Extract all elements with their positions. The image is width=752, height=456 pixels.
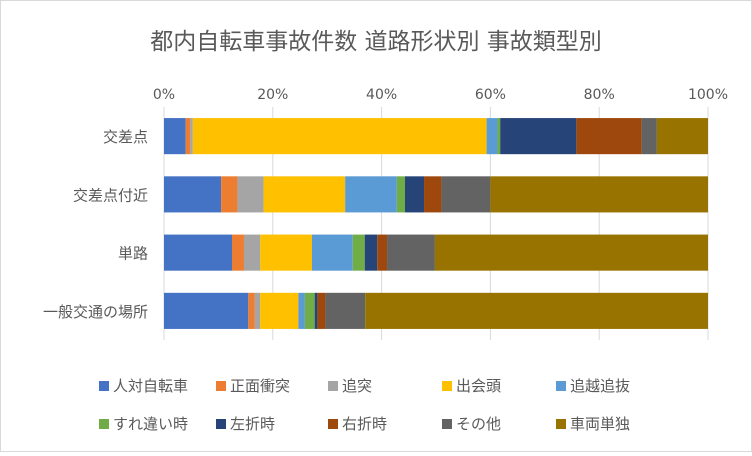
x-tick-label: 80% (584, 87, 615, 103)
legend-swatch (442, 381, 452, 391)
category-label: 交差点 (103, 128, 148, 146)
legend-swatch (216, 381, 226, 391)
legend-swatch (328, 419, 338, 429)
category-label: 単路 (118, 245, 148, 263)
legend-label: 車両単独 (570, 415, 630, 433)
category-label: 一般交通の場所 (43, 303, 148, 321)
bar-segment (304, 292, 315, 329)
bar-segment (243, 234, 261, 271)
legend-swatch (216, 419, 226, 429)
bar-segment (298, 292, 305, 329)
legend-label: 出会頭 (456, 377, 501, 395)
x-tick-label: 60% (475, 87, 506, 103)
x-tick-label: 100% (688, 87, 728, 103)
bar-segment (434, 234, 708, 271)
bar-segment (365, 292, 708, 329)
bar-segment (396, 176, 405, 213)
bar-segment (164, 234, 232, 271)
bar-segment (364, 234, 378, 271)
bar-segment (185, 118, 191, 155)
legend-swatch (99, 381, 109, 391)
bar-segment (260, 292, 299, 329)
legend-swatch (556, 381, 566, 391)
bar-segment (317, 292, 326, 329)
legend-label: すれ違い時 (113, 415, 188, 433)
bar-segment (404, 176, 425, 213)
bar-segment (164, 176, 222, 213)
legend-label: 追突 (342, 377, 372, 395)
bar-segment (192, 118, 487, 155)
bar-segment (345, 176, 397, 213)
legend-label: 人対自転車 (113, 377, 188, 395)
bar-segment (260, 234, 312, 271)
x-tick-label: 40% (366, 87, 397, 103)
bar-segment (190, 118, 193, 155)
bar-segment (254, 292, 261, 329)
bar-segment (325, 292, 366, 329)
bar-segment (164, 292, 249, 329)
legend-swatch (556, 419, 566, 429)
bar-segment (424, 176, 442, 213)
bar-segment (486, 118, 498, 155)
legend-label: 正面衝突 (230, 377, 290, 395)
bar-segment (656, 118, 708, 155)
bar-segment (263, 176, 346, 213)
bar-segment (497, 118, 501, 155)
legend-label: 右折時 (342, 415, 387, 433)
bar-segment (576, 118, 642, 155)
bar-segment (221, 176, 238, 213)
x-tick-label: 20% (257, 87, 288, 103)
bar-segment (232, 234, 244, 271)
x-tick-label: 0% (153, 87, 175, 103)
legend-swatch (99, 419, 109, 429)
bar-segment (164, 118, 186, 155)
bar-segment (490, 176, 708, 213)
x-axis-ticks: 0% 20% 40% 60% 80% 100% (153, 87, 728, 103)
bar-segment (314, 292, 318, 329)
bar-segment (500, 118, 577, 155)
bar-segment (248, 292, 255, 329)
bar-segment (641, 118, 657, 155)
legend-swatch (328, 381, 338, 391)
chart-title: 都内自転車事故件数 道路形状別 事故類型別 (150, 29, 602, 55)
bar-segment (441, 176, 491, 213)
legend-swatch (442, 419, 452, 429)
bar-segment (352, 234, 365, 271)
bar-segment (377, 234, 388, 271)
legend-label: 左折時 (230, 415, 275, 433)
category-label: 交差点付近 (73, 186, 148, 204)
bar-segment (387, 234, 435, 271)
legend-label: 追越追抜 (570, 377, 630, 395)
bar-segment (237, 176, 264, 213)
bar-segment (311, 234, 353, 271)
legend-label: その他 (456, 415, 501, 433)
bars (164, 118, 708, 329)
